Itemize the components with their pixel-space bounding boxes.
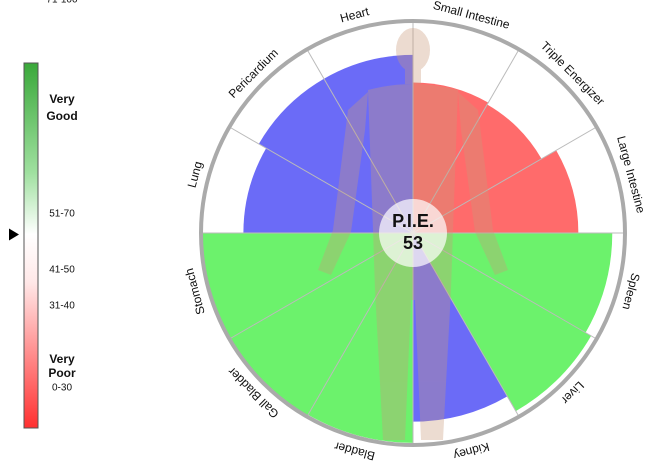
sector-label: Bladder [333,439,377,463]
spoke [412,232,597,340]
spoke [306,232,414,417]
sector [258,78,413,233]
spoke [412,232,520,417]
spoke [229,232,414,340]
sector [413,82,489,233]
level-range: 51-70 [49,209,75,220]
level-range: 0-30 [52,383,72,394]
level-range: 71-100 [46,0,78,6]
neck [405,68,421,84]
sector [323,54,413,233]
sector [243,148,413,233]
spoke [306,49,414,234]
sector [413,104,542,233]
sector [413,233,592,412]
legend: VeryGood71-10051-7041-5031-40VeryPoor0-3… [9,0,78,429]
sector-label: Spleen [620,272,643,312]
sector-label: Heart [339,4,372,25]
left-arm [318,92,368,275]
spoke [412,49,520,234]
center-disc [379,199,447,267]
center-value: 53 [403,233,423,253]
sector [413,233,613,333]
sector [413,150,579,233]
spoke [412,126,597,234]
gauge-bar [23,62,39,429]
level-range: 41-50 [49,265,75,276]
head [396,28,430,72]
sector [201,233,413,339]
sector-label: Small Intestine [432,0,512,32]
sector-label: Kidney [452,440,491,463]
sector [413,233,508,422]
sector [229,233,413,417]
level-label: Poor [48,366,76,380]
center-title: P.I.E. [392,211,434,231]
sector-label: Lung [185,160,205,189]
sector-label: Triple Energizer [538,39,607,108]
sector-label: Large Intestine [614,134,648,215]
sector [308,233,413,443]
legs [375,290,451,440]
outer-ring [199,19,627,447]
right-arm [458,92,508,275]
level-range: 31-40 [49,301,75,312]
gauge-pointer [9,228,19,241]
level-label: Good [46,109,77,123]
level-label: Very [49,352,75,366]
spoke [229,126,414,234]
level-label: Very [49,92,75,106]
